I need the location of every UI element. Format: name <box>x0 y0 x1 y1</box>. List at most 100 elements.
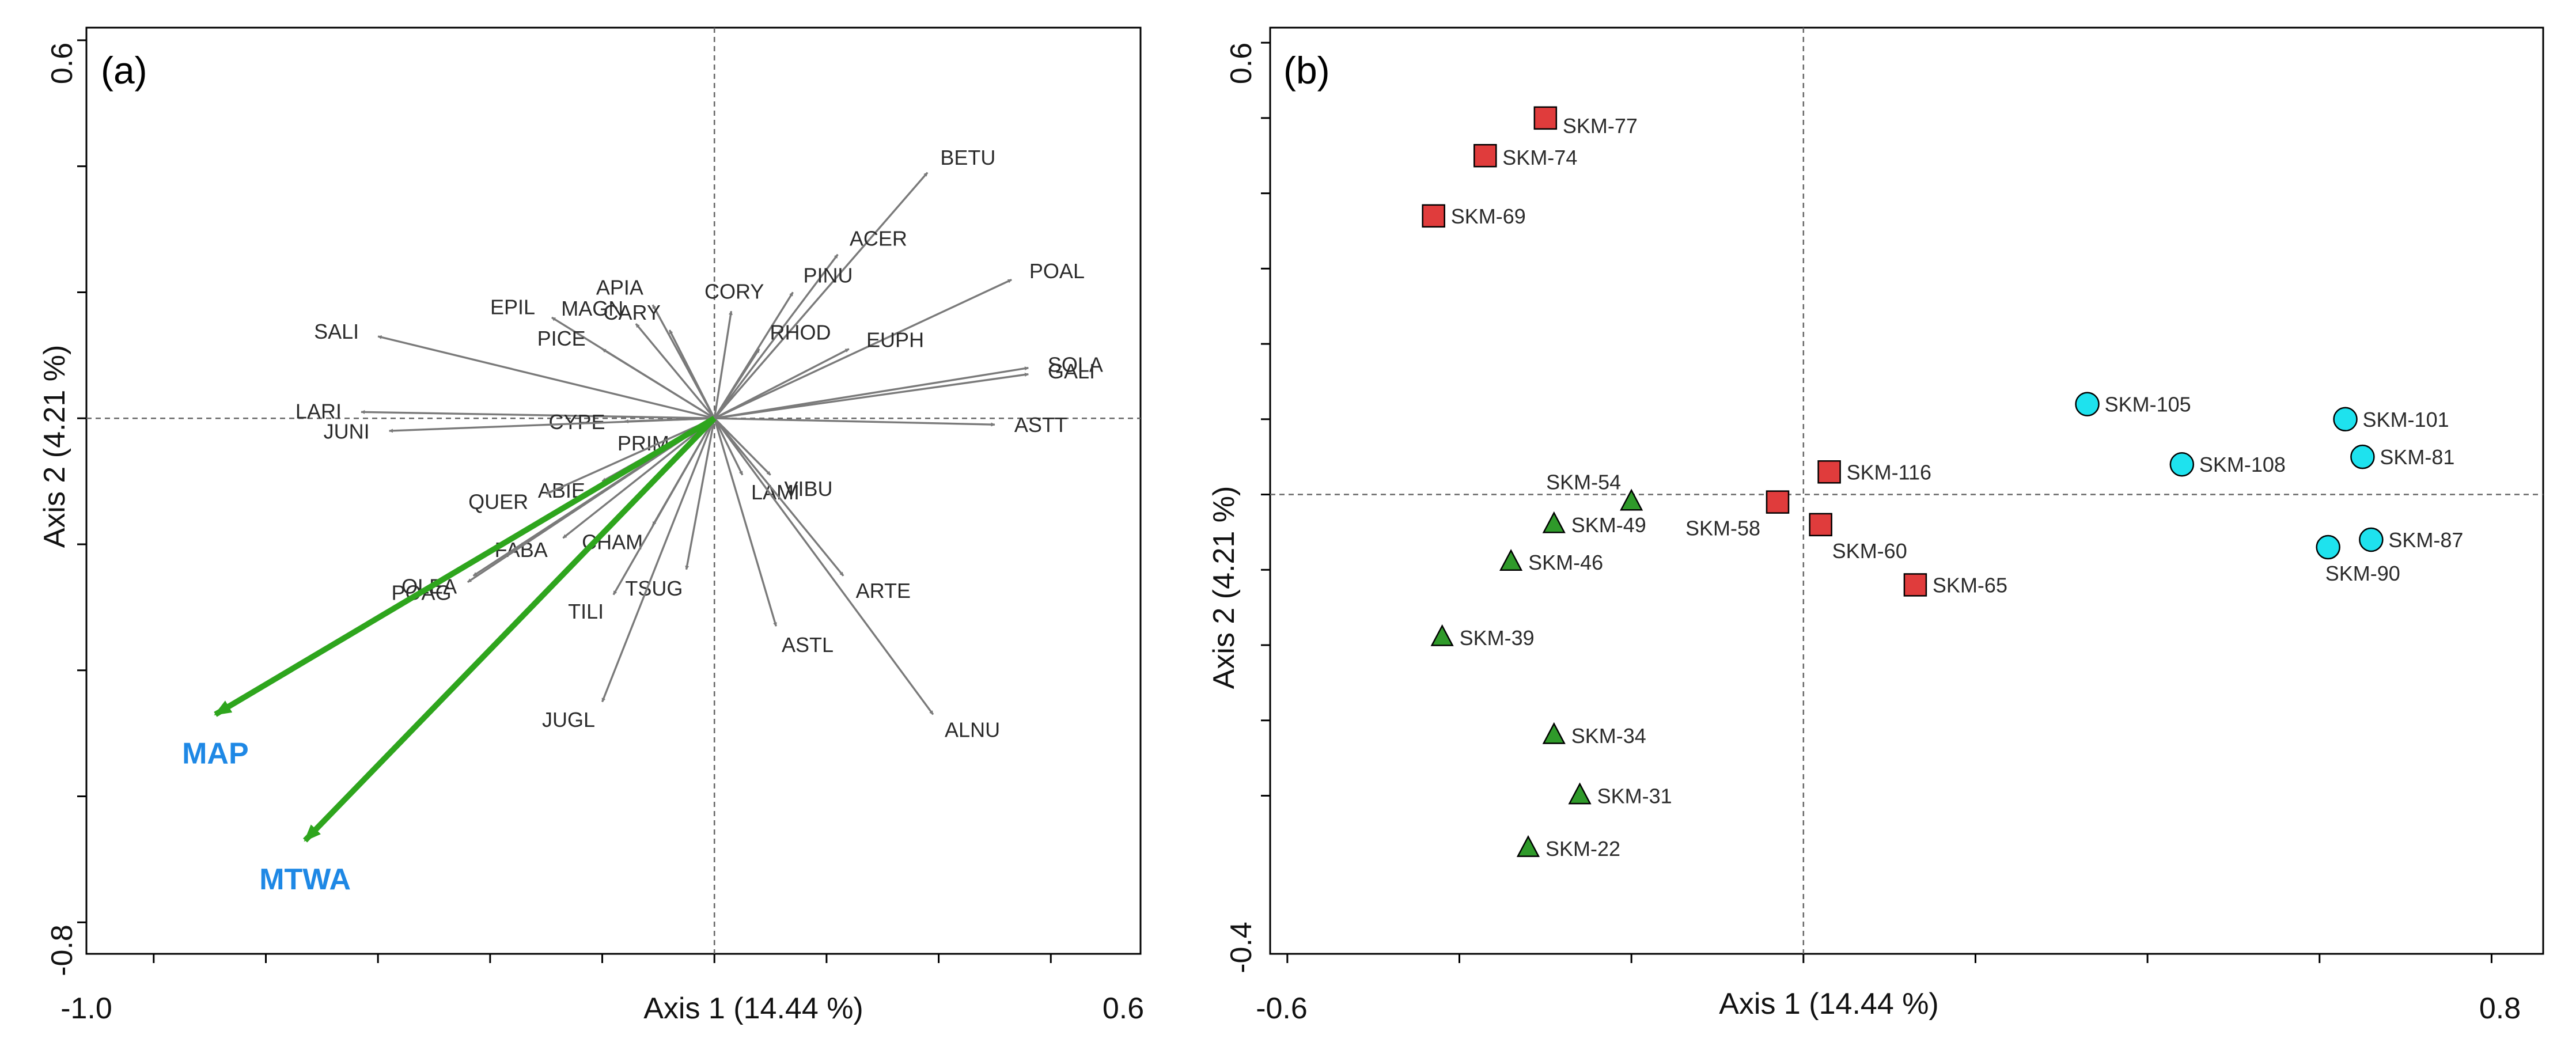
site-label-skm-74: SKM-74 <box>1502 146 1577 169</box>
square-marker <box>1766 490 1790 514</box>
site-label-skm-22: SKM-22 <box>1545 837 1620 861</box>
species-label-euph: EUPH <box>866 328 924 351</box>
panel-b-x-axis-title: Axis 1 (14.44 %) <box>1719 987 1939 1021</box>
panel-a-frame <box>85 26 1142 955</box>
species-tili: TILI <box>568 418 715 623</box>
circle-marker <box>2169 452 2195 477</box>
env-arrow-mtwa <box>303 416 717 843</box>
panel-a-x-axis-title: Axis 1 (14.44 %) <box>643 992 863 1025</box>
species-arrow-acer <box>713 253 839 419</box>
panel-b-axis-ticks <box>1261 41 2492 963</box>
site-label-skm-90: SKM-90 <box>2325 562 2400 585</box>
panel-a-label: (a) <box>101 49 147 92</box>
env-label-map: MAP <box>182 737 249 770</box>
species-vibu: VIBU <box>714 418 832 501</box>
panel-a-y-axis-title: Axis 2 (4.21 %) <box>38 345 71 548</box>
site-label-skm-54: SKM-54 <box>1546 471 1621 494</box>
site-label-skm-101: SKM-101 <box>2363 408 2449 431</box>
species-label-jugl: JUGL <box>542 708 595 732</box>
panel-b-frame <box>1269 26 2544 955</box>
panel-a: (a) -1.0 0.6 0.6 -0.8 Axis 1 (14.44 %) A… <box>38 26 1144 1025</box>
panel-a-x-tick-min: -1.0 <box>60 992 112 1025</box>
panel-a-x-tick-max: 0.6 <box>1103 992 1144 1025</box>
site-label-skm-108: SKM-108 <box>2199 453 2286 476</box>
square-marker <box>1817 460 1841 484</box>
env-vector-map: MAP <box>182 415 716 770</box>
site-skm-90: SKM-90 <box>2316 535 2400 585</box>
species-label-arte: ARTE <box>856 579 911 602</box>
species-arrow-astt <box>714 417 995 427</box>
species-label-pice: PICE <box>537 327 586 350</box>
species-quer: QUER <box>468 417 715 513</box>
species-arrow-pice <box>601 348 715 419</box>
species-label-cype: CYPE <box>548 410 605 434</box>
species-acer: ACER <box>713 227 907 419</box>
triangle-marker <box>1620 488 1643 511</box>
circle-marker <box>2350 444 2375 469</box>
triangle-marker <box>1516 835 1540 857</box>
species-arrow-lami <box>713 418 744 476</box>
species-gali: GALI <box>714 359 1095 419</box>
species-label-betu: BETU <box>940 146 995 169</box>
square-marker <box>1903 573 1927 597</box>
site-label-skm-81: SKM-81 <box>2380 445 2454 469</box>
species-arrow-faba <box>562 417 715 539</box>
panel-a-environment-layer: MAP MTWA <box>182 415 717 896</box>
species-arte: ARTE <box>713 418 911 602</box>
site-label-skm-116: SKM-116 <box>1847 460 1931 484</box>
species-betu: BETU <box>713 146 995 419</box>
site-skm-49: SKM-49 <box>1542 511 1646 537</box>
species-arrow-magn <box>635 323 715 419</box>
site-label-skm-49: SKM-49 <box>1571 513 1646 537</box>
square-marker <box>1533 106 1558 130</box>
species-label-pinu: PINU <box>803 264 853 287</box>
site-label-skm-60: SKM-60 <box>1832 539 1907 563</box>
species-label-acer: ACER <box>850 227 907 251</box>
species-arrow-cory <box>713 310 733 419</box>
species-arrow-vibu <box>714 418 771 476</box>
species-arrow-jugl <box>601 418 715 703</box>
triangle-marker <box>1542 722 1566 744</box>
site-skm-81: SKM-81 <box>2350 444 2454 469</box>
species-rhod: RHOD <box>713 320 831 419</box>
species-label-rhod: RHOD <box>770 320 831 344</box>
species-arrow-tsug <box>685 418 715 570</box>
species-poal: POAL <box>714 259 1085 419</box>
species-arrow-lari <box>361 410 715 419</box>
species-pice: PICE <box>537 327 715 419</box>
species-arrow-gali <box>714 373 1029 419</box>
species-label-magn: MAGN <box>561 297 623 320</box>
triangle-marker <box>1568 782 1592 805</box>
site-skm-69: SKM-69 <box>1422 204 1526 228</box>
species-label-tili: TILI <box>568 600 604 623</box>
species-label-sola: SOLA <box>1048 353 1103 376</box>
species-label-cary: CARY <box>604 301 661 324</box>
site-label-skm-31: SKM-31 <box>1597 784 1672 808</box>
species-arrow-sola <box>714 366 1029 419</box>
series-squares: SKM-77 SKM-74 SKM-69 SKM-116 SKM-58 SKM-60 SKM… <box>1422 106 2007 597</box>
site-skm-58: SKM-58 <box>1685 490 1790 540</box>
panel-b-y-tick-max: 0.6 <box>1225 43 1258 84</box>
env-arrow-map <box>214 415 716 717</box>
site-skm-87: SKM-87 <box>2359 527 2463 552</box>
square-marker <box>1422 204 1445 228</box>
site-label-skm-46: SKM-46 <box>1528 551 1603 574</box>
species-label-juni: JUNI <box>324 419 370 443</box>
panel-b-x-tick-min: -0.6 <box>1256 992 1308 1025</box>
species-label-quer: QUER <box>468 490 528 513</box>
species-label-astt: ASTT <box>1014 413 1067 437</box>
circle-marker <box>2333 407 2358 432</box>
env-label-mtwa: MTWA <box>259 863 351 896</box>
triangle-marker <box>1542 511 1566 533</box>
site-skm-101: SKM-101 <box>2333 407 2449 432</box>
species-cory: CORY <box>704 280 764 419</box>
site-label-skm-69: SKM-69 <box>1451 204 1526 228</box>
species-magn: MAGN <box>561 297 715 419</box>
circle-marker <box>2316 535 2340 560</box>
species-arrow-poal <box>714 279 1012 419</box>
site-label-skm-34: SKM-34 <box>1571 724 1646 748</box>
species-euph: EUPH <box>714 328 924 419</box>
species-arrow-rhod <box>713 348 760 419</box>
site-label-skm-105: SKM-105 <box>2105 393 2191 416</box>
